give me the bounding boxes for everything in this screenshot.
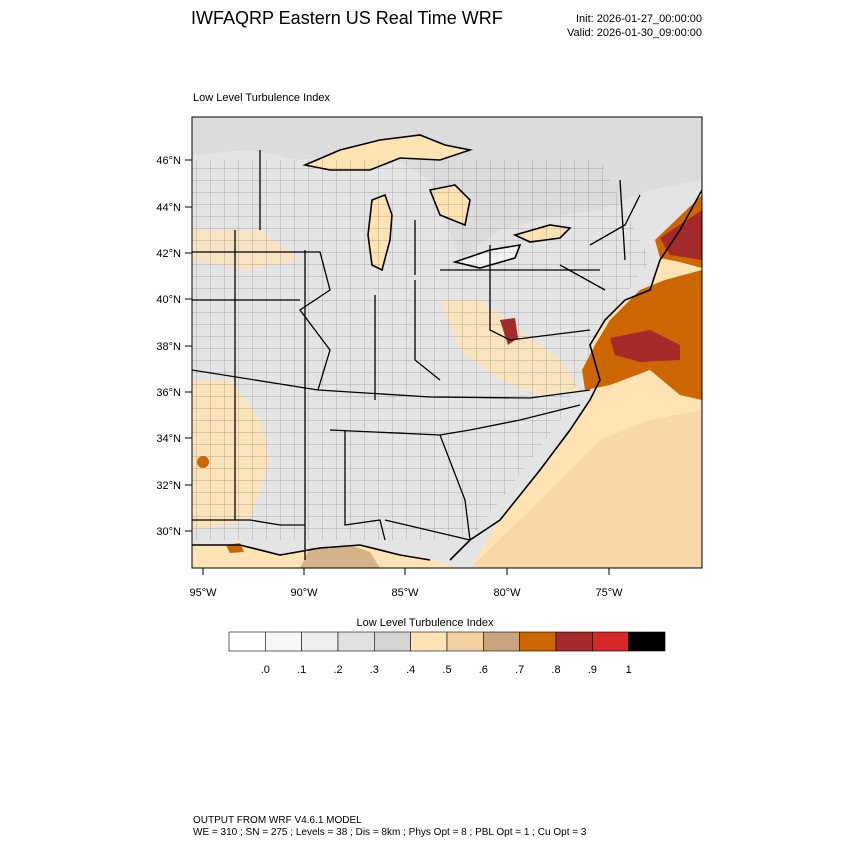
colorbar-title: Low Level Turbulence Index xyxy=(356,617,494,629)
ne-dark-zone xyxy=(660,210,702,260)
colorbar-label: .0 xyxy=(261,664,270,676)
map-field xyxy=(192,117,702,568)
colorbar-swatch xyxy=(301,631,339,652)
lon-tick-label: 90°W xyxy=(290,587,318,599)
colorbar-swatch xyxy=(592,631,629,652)
lon-tick-label: 80°W xyxy=(493,587,521,599)
colorbar-label: .3 xyxy=(370,664,379,676)
lat-tick-label: 42°N xyxy=(156,248,181,260)
figure-title: IWFAQRP Eastern US Real Time WRF xyxy=(191,8,503,28)
colorbar-swatch xyxy=(374,631,411,652)
gulf-shade xyxy=(300,545,380,568)
colorbar-label: .5 xyxy=(442,664,451,676)
lon-tick-label: 95°W xyxy=(189,587,217,599)
colorbar-swatch xyxy=(555,631,593,652)
lat-tick-label: 38°N xyxy=(156,341,181,353)
lon-tick-label: 75°W xyxy=(595,587,623,599)
lat-tick-label: 40°N xyxy=(156,294,181,306)
colorbar-swatch xyxy=(410,631,448,652)
footer-model-line: OUTPUT FROM WRF V4.6.1 MODEL xyxy=(193,815,362,826)
colorbar-swatch xyxy=(446,631,484,652)
init-time: Init: 2026-01-27_00:00:00 xyxy=(576,13,702,25)
lat-tick-label: 32°N xyxy=(156,480,181,492)
lat-tick-label: 46°N xyxy=(156,155,181,167)
colorbar-swatch xyxy=(228,631,266,652)
ocean-shade xyxy=(470,410,702,568)
colorbar-label: 1 xyxy=(626,664,632,676)
colorbar-label: .9 xyxy=(588,664,597,676)
lat-tick-label: 36°N xyxy=(156,387,181,399)
colorbar-swatch xyxy=(265,631,302,652)
lat-tick-label: 44°N xyxy=(156,202,181,214)
colorbar-label: .2 xyxy=(333,664,342,676)
county-boundaries xyxy=(192,160,650,540)
colorbar-swatch xyxy=(337,631,375,652)
map-frame xyxy=(191,116,703,569)
colorbar-label: .8 xyxy=(551,664,560,676)
colorbar-swatch xyxy=(483,631,520,652)
longitude-axis: 95°W 90°W 85°W 80°W 75°W xyxy=(189,568,623,599)
colorbar-label: .1 xyxy=(297,664,306,676)
offshore-dark-zone xyxy=(610,330,680,362)
latitude-axis: 46°N 44°N 42°N 40°N 38°N 36°N 34°N 32°N 30°N xyxy=(156,155,192,538)
lat-tick-label: 34°N xyxy=(156,433,181,445)
lon-tick-label: 85°W xyxy=(391,587,419,599)
field-label: Low Level Turbulence Index xyxy=(193,92,330,104)
coastlines xyxy=(192,134,702,561)
state-boundaries xyxy=(192,150,641,560)
colorbar-label: .4 xyxy=(406,664,415,676)
colorbar-label: .7 xyxy=(515,664,524,676)
colorbar-swatch xyxy=(628,631,666,652)
colorbar-label: .6 xyxy=(479,664,488,676)
lat-tick-label: 30°N xyxy=(156,526,181,538)
colorbar-swatch xyxy=(519,631,557,652)
colorbar: .0 .1 .2 .3 .4 .5 .6 .7 .8 .9 1 xyxy=(228,631,666,676)
valid-time: Valid: 2026-01-30_09:00:00 xyxy=(567,27,702,39)
footer-config-line: WE = 310 ; SN = 275 ; Levels = 38 ; Dis … xyxy=(193,827,587,838)
